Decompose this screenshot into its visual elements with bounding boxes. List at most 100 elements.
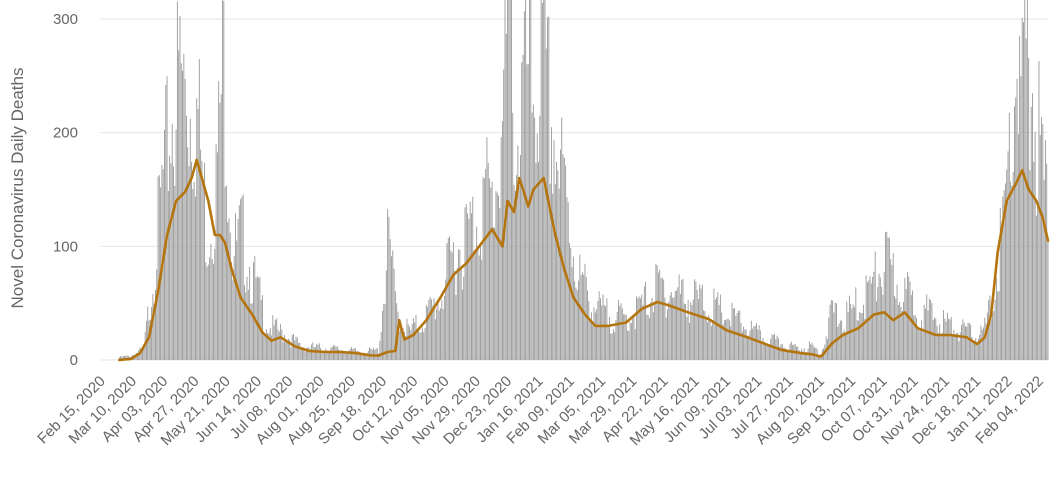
daily-bar [919,329,921,360]
daily-bar [616,311,618,360]
daily-bar [704,311,706,360]
daily-bar [601,305,603,360]
daily-bar [762,337,764,360]
daily-bar [178,50,180,360]
daily-bar [245,292,247,360]
daily-bar [441,299,443,360]
daily-bar [156,269,158,360]
daily-bar [389,239,391,360]
daily-bar [459,249,461,360]
daily-bar [393,268,395,360]
daily-bar [419,332,421,360]
daily-bar [1016,78,1018,360]
daily-bar [507,0,509,360]
daily-bar [530,0,532,361]
daily-bar [921,320,923,360]
daily-bar [990,319,992,360]
daily-bar [620,303,622,360]
daily-bar [400,320,401,360]
daily-bar [798,350,800,360]
daily-bar [602,294,604,360]
daily-bar [784,347,786,360]
daily-bar [191,161,193,360]
y-axis: 0 100 200 300 [53,11,78,369]
daily-bar [414,322,416,360]
daily-bar [545,48,547,361]
daily-bar [716,297,717,360]
daily-bar [638,296,640,360]
daily-bar [362,354,364,360]
daily-bar [655,264,657,360]
daily-bar [352,349,354,360]
daily-bar [583,274,585,360]
daily-bar [581,272,583,360]
daily-bar [361,353,363,360]
daily-bar [152,294,154,360]
daily-bar [480,245,481,360]
daily-bar [843,329,845,360]
daily-bar [385,270,387,360]
daily-bar [569,243,570,360]
daily-bar [759,330,761,360]
daily-bar [424,328,426,360]
daily-bar [1008,112,1010,360]
daily-bar [997,291,999,360]
daily-bar [712,322,714,360]
daily-bar [283,335,285,360]
daily-bar [941,332,943,360]
daily-bar [995,277,997,360]
daily-bar [425,304,427,360]
daily-bar [327,352,329,360]
daily-bar [974,343,975,360]
daily-bar [572,256,574,360]
daily-bar [780,344,782,360]
daily-bar [761,343,763,360]
daily-bar [300,347,302,360]
daily-bar [950,316,952,360]
daily-bar [348,350,350,360]
daily-bar [682,278,684,360]
daily-bar [436,308,438,360]
daily-bar [634,329,636,360]
daily-bar [254,255,256,360]
daily-bar [834,302,836,360]
daily-bar [970,324,972,360]
daily-bar [753,326,755,360]
daily-bar [120,355,122,360]
daily-bar [1042,124,1044,360]
daily-bar [554,184,556,360]
daily-bar [692,299,694,360]
daily-bar [206,266,208,360]
y-tick-label: 0 [70,352,78,369]
daily-bar [1032,93,1033,360]
daily-bar [197,109,199,361]
daily-bar [934,317,935,360]
daily-bar [963,323,965,360]
daily-bar [819,355,821,360]
daily-bar [1043,179,1045,360]
daily-bar [678,274,680,360]
daily-bar [750,320,752,360]
daily-bar [584,263,586,360]
daily-bar [482,176,484,360]
daily-bar [394,291,396,360]
daily-bar [848,295,850,360]
daily-bar [556,161,558,360]
daily-bar [649,318,650,360]
daily-bar [440,308,441,360]
daily-bar [926,294,928,360]
daily-bar [603,305,605,360]
daily-bar [749,330,751,360]
daily-bar [468,218,470,360]
daily-bar [901,310,903,360]
daily-bar [945,321,947,360]
daily-bar [410,330,412,360]
daily-bar [455,294,457,360]
daily-bar [522,54,524,361]
daily-bar [272,315,274,360]
daily-bar [1047,237,1049,360]
daily-bar [588,301,590,360]
daily-bar [629,321,631,360]
daily-bar [179,15,181,360]
daily-bar [557,170,559,360]
